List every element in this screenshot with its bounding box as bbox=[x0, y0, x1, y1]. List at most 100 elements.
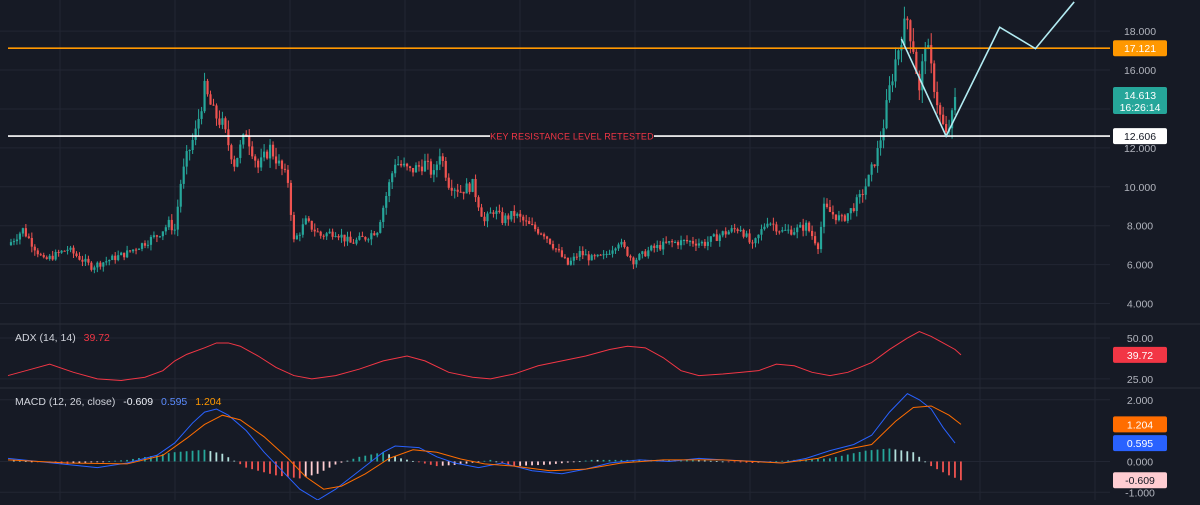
candle-up bbox=[334, 236, 337, 238]
candle-down bbox=[557, 248, 561, 251]
candle-down bbox=[483, 216, 486, 222]
candle-up bbox=[709, 236, 712, 242]
macd-histogram-bar bbox=[203, 449, 206, 462]
macd-histogram-bar bbox=[781, 460, 784, 462]
candle-down bbox=[644, 251, 647, 257]
macd-histogram-bar bbox=[435, 461, 438, 467]
candle-up bbox=[793, 232, 796, 235]
candle-up bbox=[864, 186, 867, 195]
macd-histogram-bar bbox=[531, 461, 533, 466]
candle-down bbox=[322, 235, 325, 237]
candle-up bbox=[9, 242, 13, 246]
macd-tick-label: 2.000 bbox=[1127, 395, 1153, 407]
candle-up bbox=[176, 206, 179, 230]
macd-histogram-bar bbox=[817, 458, 819, 462]
macd-histogram-bar bbox=[185, 451, 188, 462]
candle-down bbox=[852, 208, 855, 212]
macd-histogram-bar bbox=[310, 461, 313, 476]
candle-up bbox=[105, 261, 108, 263]
candle-down bbox=[918, 73, 921, 91]
candle-up bbox=[617, 244, 620, 249]
candle-down bbox=[248, 136, 251, 147]
candle-down bbox=[531, 223, 534, 225]
macd-histogram-bar bbox=[501, 461, 504, 463]
macd-histogram-bar bbox=[620, 459, 623, 462]
candle-down bbox=[724, 231, 727, 235]
adx-line bbox=[7, 330, 962, 381]
candle-down bbox=[751, 242, 754, 244]
candle-down bbox=[840, 215, 843, 217]
candle-down bbox=[560, 250, 564, 257]
candle-up bbox=[605, 253, 608, 255]
candle-up bbox=[385, 195, 388, 208]
macd-histogram-bar bbox=[239, 461, 242, 465]
candle-down bbox=[810, 230, 814, 237]
candle-up bbox=[855, 197, 858, 212]
candle-up bbox=[504, 215, 507, 224]
macd-histogram-bar bbox=[24, 461, 27, 462]
resistance-price-tag bbox=[1113, 40, 1167, 57]
candle-down bbox=[24, 228, 27, 237]
candle-down bbox=[123, 252, 126, 258]
candle-down bbox=[417, 165, 421, 167]
candle-down bbox=[694, 243, 698, 246]
candle-up bbox=[763, 226, 766, 230]
macd-histogram-bar bbox=[412, 460, 414, 462]
candle-up bbox=[837, 215, 840, 221]
macd-legend: MACD (12, 26, close) -0.609 0.595 1.204 bbox=[15, 396, 226, 408]
macd-histogram-bar bbox=[686, 459, 688, 462]
price-tick-label: 16.000 bbox=[1124, 65, 1156, 77]
macd-histogram-bar bbox=[179, 451, 182, 462]
candle-up bbox=[18, 233, 22, 240]
macd-histogram-bar bbox=[417, 461, 420, 463]
candle-up bbox=[953, 97, 957, 111]
candle-up bbox=[66, 249, 69, 251]
candle-down bbox=[129, 250, 132, 252]
candle-down bbox=[286, 169, 290, 183]
macd-histogram-bar bbox=[322, 461, 325, 471]
histogram-value-tag-label: -0.609 bbox=[1125, 475, 1155, 487]
candle-down bbox=[676, 241, 680, 246]
adx-tick-label: 25.00 bbox=[1127, 374, 1153, 386]
macd-histogram-bar bbox=[441, 461, 444, 466]
candle-down bbox=[548, 238, 552, 244]
macd-histogram-bar bbox=[423, 461, 426, 464]
support-line-label: KEY RESISTANCE LEVEL RETESTED bbox=[490, 132, 654, 142]
candle-up bbox=[432, 170, 435, 175]
candle-down bbox=[554, 248, 558, 250]
candle-up bbox=[739, 229, 742, 232]
macd-histogram-bar bbox=[447, 461, 450, 466]
candle-up bbox=[96, 262, 99, 268]
candle-up bbox=[858, 193, 861, 198]
macd-histogram-bar bbox=[477, 461, 480, 463]
candle-up bbox=[185, 151, 188, 167]
candle-down bbox=[623, 241, 626, 247]
macd-histogram-bar bbox=[358, 456, 361, 462]
macd-title: MACD (12, 26, close) bbox=[15, 396, 116, 408]
macd-histogram-bar bbox=[120, 460, 122, 462]
candle-up bbox=[388, 182, 391, 196]
candle-down bbox=[81, 259, 84, 262]
candle-down bbox=[566, 257, 569, 265]
price-tick-label: 8.000 bbox=[1127, 221, 1153, 233]
candle-down bbox=[337, 236, 340, 238]
macd-histogram-bar bbox=[429, 461, 432, 465]
macd-signal-value: 1.204 bbox=[195, 396, 222, 408]
macd-histogram-bar bbox=[370, 454, 373, 462]
candle-down bbox=[441, 156, 444, 161]
candle-down bbox=[593, 255, 596, 257]
macd-histogram-bar bbox=[828, 458, 831, 462]
macd-histogram-bar bbox=[918, 456, 921, 462]
candle-up bbox=[760, 229, 763, 235]
candle-up bbox=[787, 229, 790, 231]
candle-up bbox=[435, 164, 438, 171]
macd-histogram-bar bbox=[78, 461, 81, 464]
macd-histogram-bar bbox=[471, 461, 474, 463]
macd-histogram-bar bbox=[227, 457, 230, 462]
candle-up bbox=[486, 213, 489, 222]
macd-histogram-bar bbox=[114, 460, 117, 462]
macd-histogram-bar bbox=[727, 461, 730, 463]
macd-histogram-bar bbox=[406, 459, 408, 462]
